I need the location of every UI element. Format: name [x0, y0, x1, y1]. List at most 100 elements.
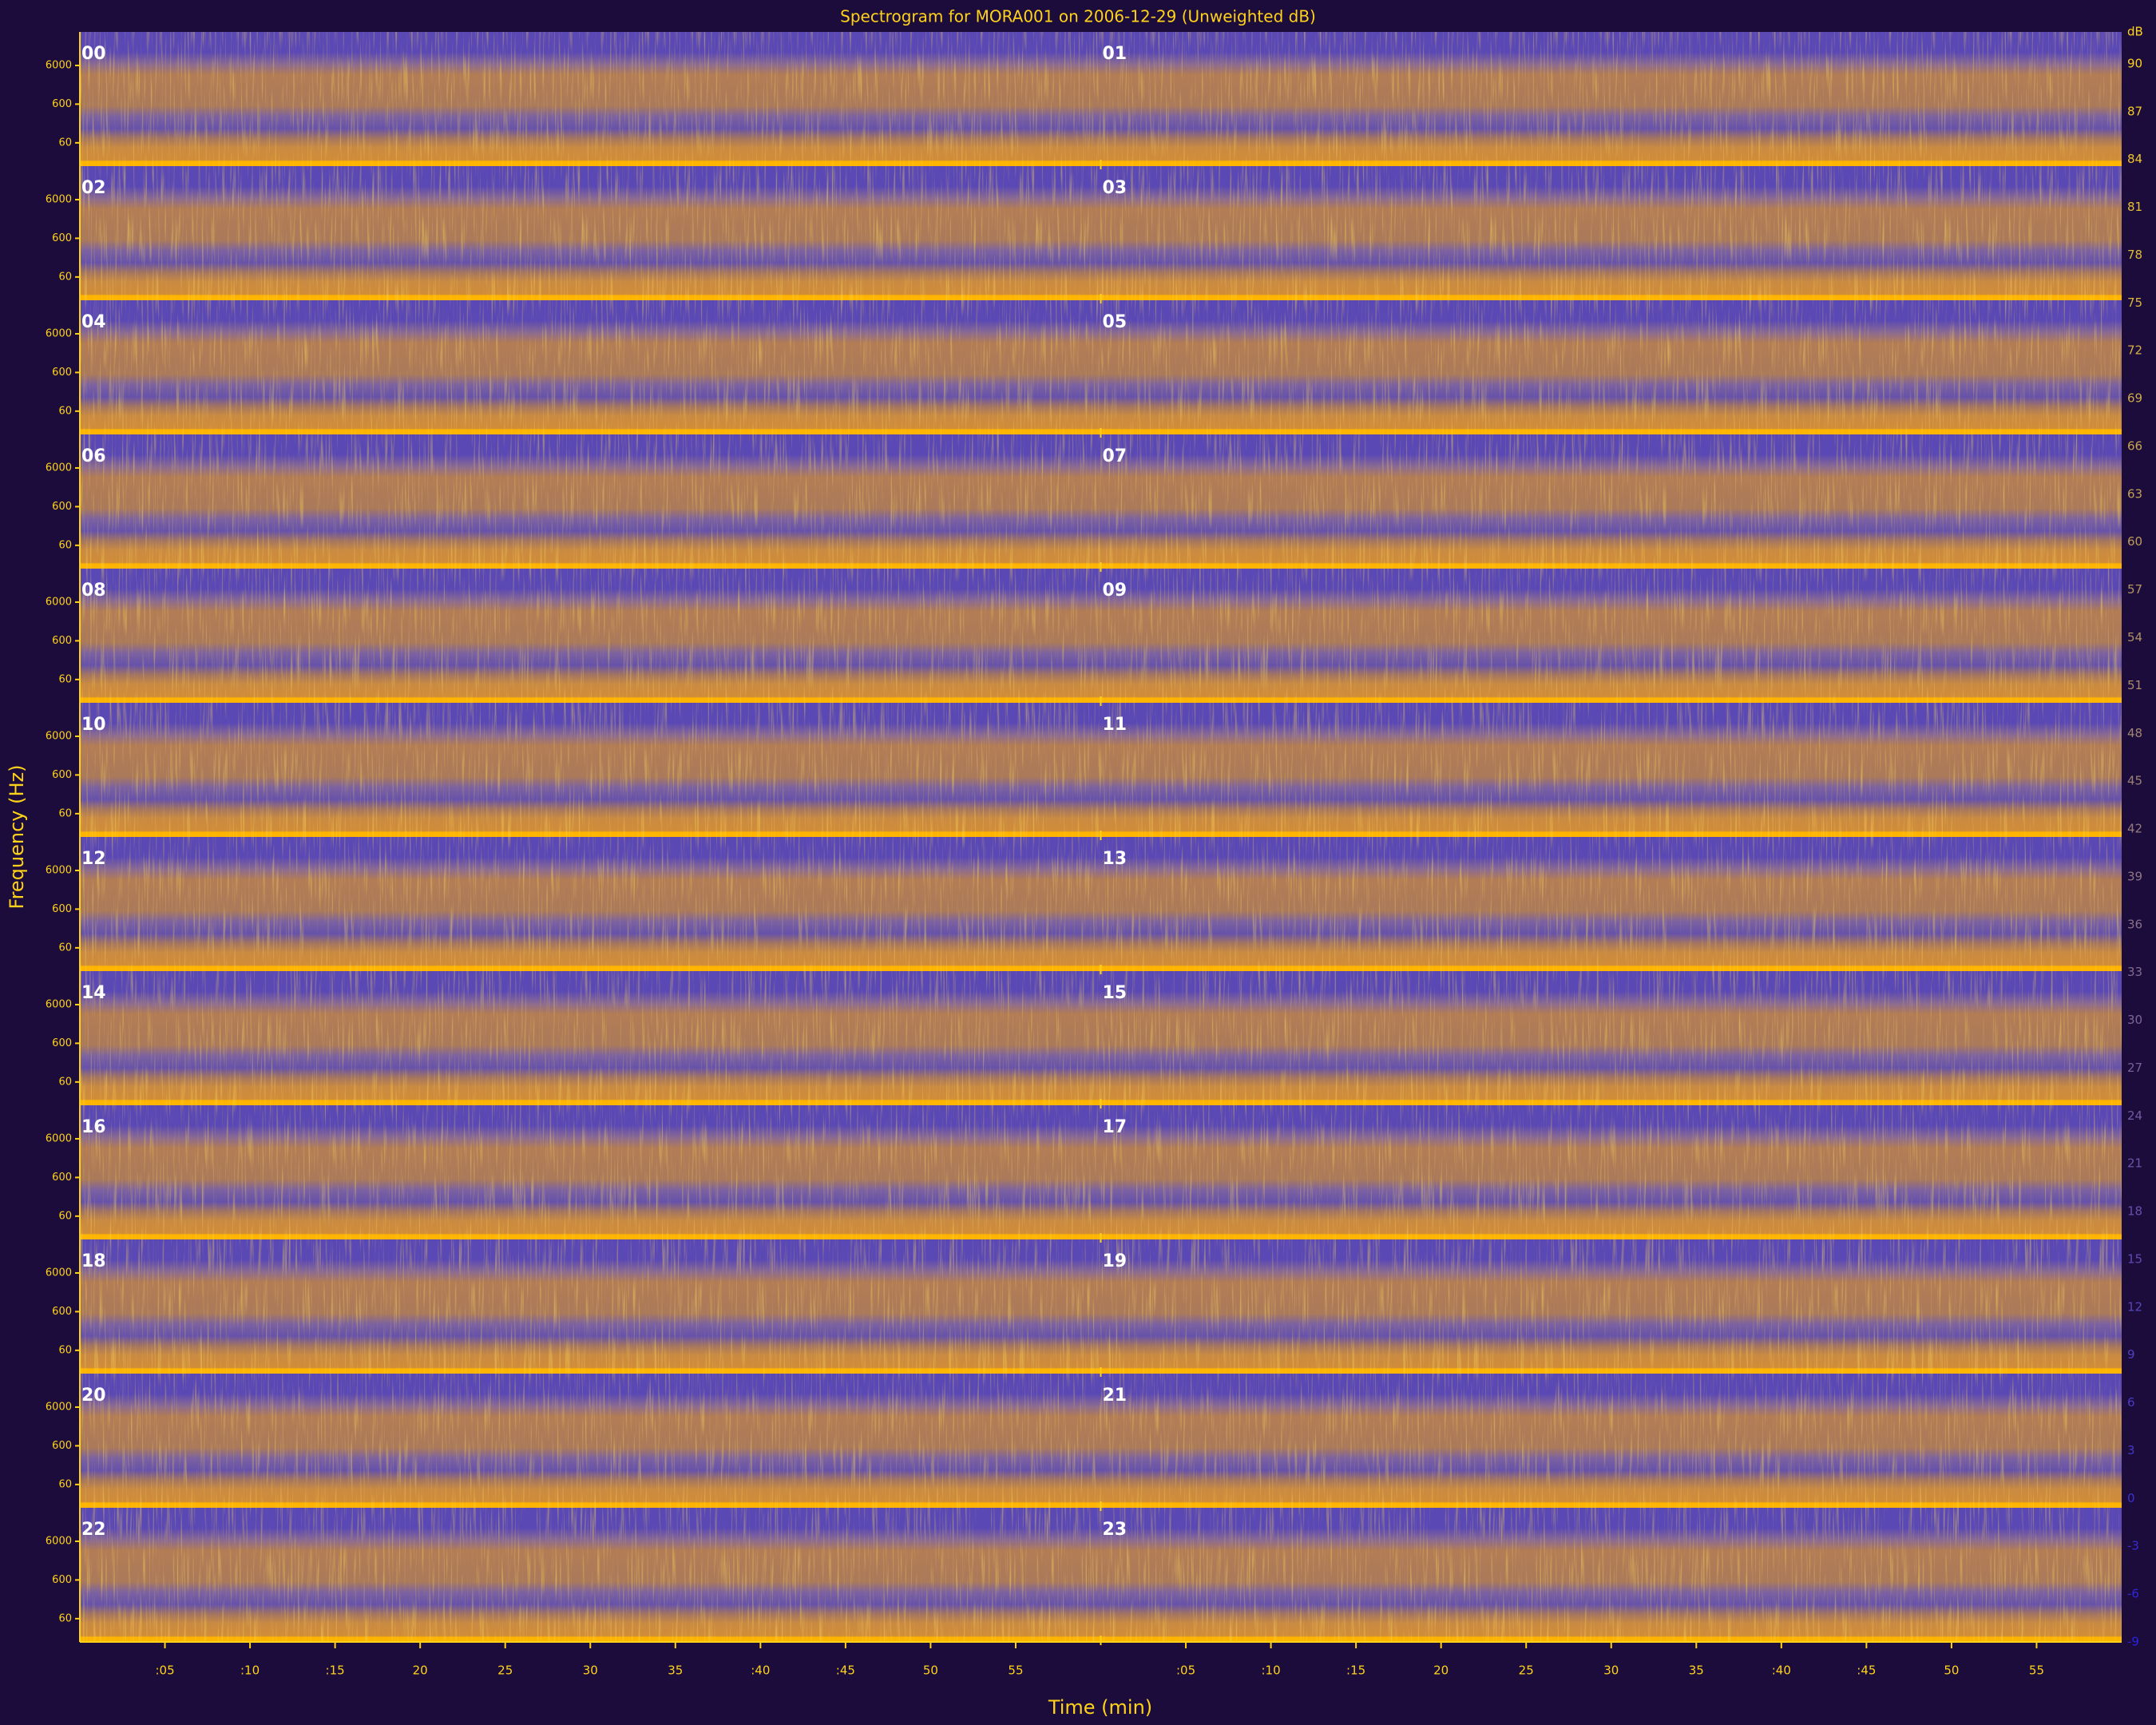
y-tick-label: 6000	[46, 864, 72, 876]
colorbar-label: dB	[2127, 25, 2143, 39]
colorbar-tick-label: 90	[2127, 56, 2142, 70]
colorbar-tick-label: 54	[2127, 630, 2142, 644]
y-tick-label: 60	[58, 1612, 72, 1624]
y-tick-label: 6000	[46, 730, 72, 742]
hour-label: 12	[81, 849, 106, 869]
colorbar-tick-label: 21	[2127, 1156, 2142, 1171]
y-tick-label: 6000	[46, 327, 72, 339]
colorbar-tick-label: 48	[2127, 726, 2142, 740]
colorbar-tick-label: 63	[2127, 486, 2142, 501]
colorbar-tick-label: 9	[2127, 1347, 2135, 1362]
y-tick-label: 6000	[46, 193, 72, 205]
hour-label: 10	[81, 715, 106, 735]
colorbar-tick-label: 75	[2127, 295, 2142, 310]
y-tick-label: 60	[58, 405, 72, 417]
spectrogram-texture	[80, 569, 2122, 703]
hour-label: 21	[1103, 1386, 1128, 1406]
hour-label: 02	[81, 178, 106, 198]
hour-label: 05	[1103, 312, 1128, 332]
y-tick-label: 60	[58, 673, 72, 685]
hour-label: 19	[1103, 1251, 1128, 1271]
spectrogram-texture	[80, 166, 2122, 300]
y-tick-label: 60	[58, 1478, 72, 1490]
y-tick-label: 600	[52, 1306, 72, 1318]
y-tick-label: 600	[52, 1574, 72, 1586]
y-tick-label: 600	[52, 98, 72, 110]
colorbar-tick-label: -9	[2127, 1635, 2139, 1649]
colorbar-tick-label: 3	[2127, 1443, 2135, 1457]
hour-label: 08	[81, 581, 106, 601]
x-tick-label: :15	[326, 1664, 345, 1678]
colorbar-tick-label: 81	[2127, 200, 2142, 214]
x-tick-label: 20	[413, 1664, 428, 1678]
x-tick-label: :10	[1262, 1664, 1281, 1678]
y-tick-label: 6000	[46, 596, 72, 608]
spectrogram-rows	[80, 32, 2122, 1642]
y-tick-label: 600	[52, 903, 72, 915]
x-tick-label: :15	[1346, 1664, 1365, 1678]
x-tick-label: 35	[668, 1664, 683, 1678]
colorbar-tick-label: 36	[2127, 917, 2142, 931]
colorbar-tick-label: 42	[2127, 822, 2142, 836]
hour-label: 06	[81, 446, 106, 466]
hour-label: 04	[81, 312, 106, 332]
hour-label: 00	[81, 44, 106, 64]
x-tick-label: :40	[751, 1664, 770, 1678]
y-tick-label: 600	[52, 232, 72, 244]
colorbar-tick-label: 15	[2127, 1251, 2142, 1266]
colorbar-tick-label: 72	[2127, 343, 2142, 358]
hour-label: 20	[81, 1386, 106, 1406]
spectrogram-texture	[80, 971, 2122, 1105]
y-tick-label: 6000	[46, 1267, 72, 1279]
colorbar-tick-label: 24	[2127, 1108, 2142, 1123]
y-tick-label: 60	[58, 1344, 72, 1356]
x-tick-label: 50	[1944, 1664, 1959, 1678]
colorbar-tick-label: 66	[2127, 438, 2142, 453]
colorbar-tick-label: 84	[2127, 152, 2142, 166]
colorbar-tick-label: 27	[2127, 1061, 2142, 1075]
spectrogram-texture	[80, 837, 2122, 971]
x-tick-label: 55	[1008, 1664, 1023, 1678]
y-tick-label: 60	[58, 539, 72, 551]
x-tick-label: :10	[240, 1664, 260, 1678]
y-tick-label: 600	[52, 769, 72, 781]
colorbar-tick-label: 6	[2127, 1395, 2135, 1410]
colorbar-tick-label: 60	[2127, 534, 2142, 549]
y-tick-label: 60	[58, 137, 72, 149]
x-tick-label: 25	[497, 1664, 513, 1678]
hour-label: 22	[81, 1520, 106, 1540]
spectrogram-texture	[80, 1105, 2122, 1239]
y-tick-label: 600	[52, 1440, 72, 1452]
y-tick-label: 600	[52, 1172, 72, 1184]
colorbar-tick-label: 30	[2127, 1013, 2142, 1027]
x-axis-label: Time (min)	[1048, 1696, 1152, 1719]
hour-label: 17	[1103, 1117, 1128, 1137]
x-tick-label: :05	[155, 1664, 174, 1678]
colorbar-tick-label: 87	[2127, 104, 2142, 118]
hour-label: 16	[81, 1117, 106, 1137]
y-tick-label: 600	[52, 635, 72, 647]
colorbar-tick-label: 45	[2127, 774, 2142, 788]
colorbar-tick-label: 69	[2127, 391, 2142, 406]
spectrogram-texture	[80, 703, 2122, 837]
spectrogram-texture	[80, 434, 2122, 569]
y-tick-label: 6000	[46, 59, 72, 71]
y-tick-label: 6000	[46, 1535, 72, 1547]
y-tick-label: 60	[58, 271, 72, 283]
y-tick-label: 6000	[46, 998, 72, 1010]
colorbar-tick-label: 0	[2127, 1491, 2135, 1505]
hour-label: 23	[1103, 1520, 1128, 1540]
x-tick-label: 50	[923, 1664, 938, 1678]
colorbar-tick-label: 18	[2127, 1204, 2142, 1219]
colorbar-tick-label: 57	[2127, 582, 2142, 597]
colorbar-tick-label: 39	[2127, 869, 2142, 883]
x-tick-label: 20	[1433, 1664, 1449, 1678]
spectrogram-texture	[80, 1508, 2122, 1642]
colorbar-tick-label: 33	[2127, 965, 2142, 979]
x-tick-label: :45	[1857, 1664, 1876, 1678]
spectrogram-texture	[80, 32, 2122, 166]
colorbar-tick-label: 51	[2127, 678, 2142, 692]
colorbar-tick-label: -6	[2127, 1587, 2139, 1601]
y-tick-label: 6000	[46, 1401, 72, 1413]
